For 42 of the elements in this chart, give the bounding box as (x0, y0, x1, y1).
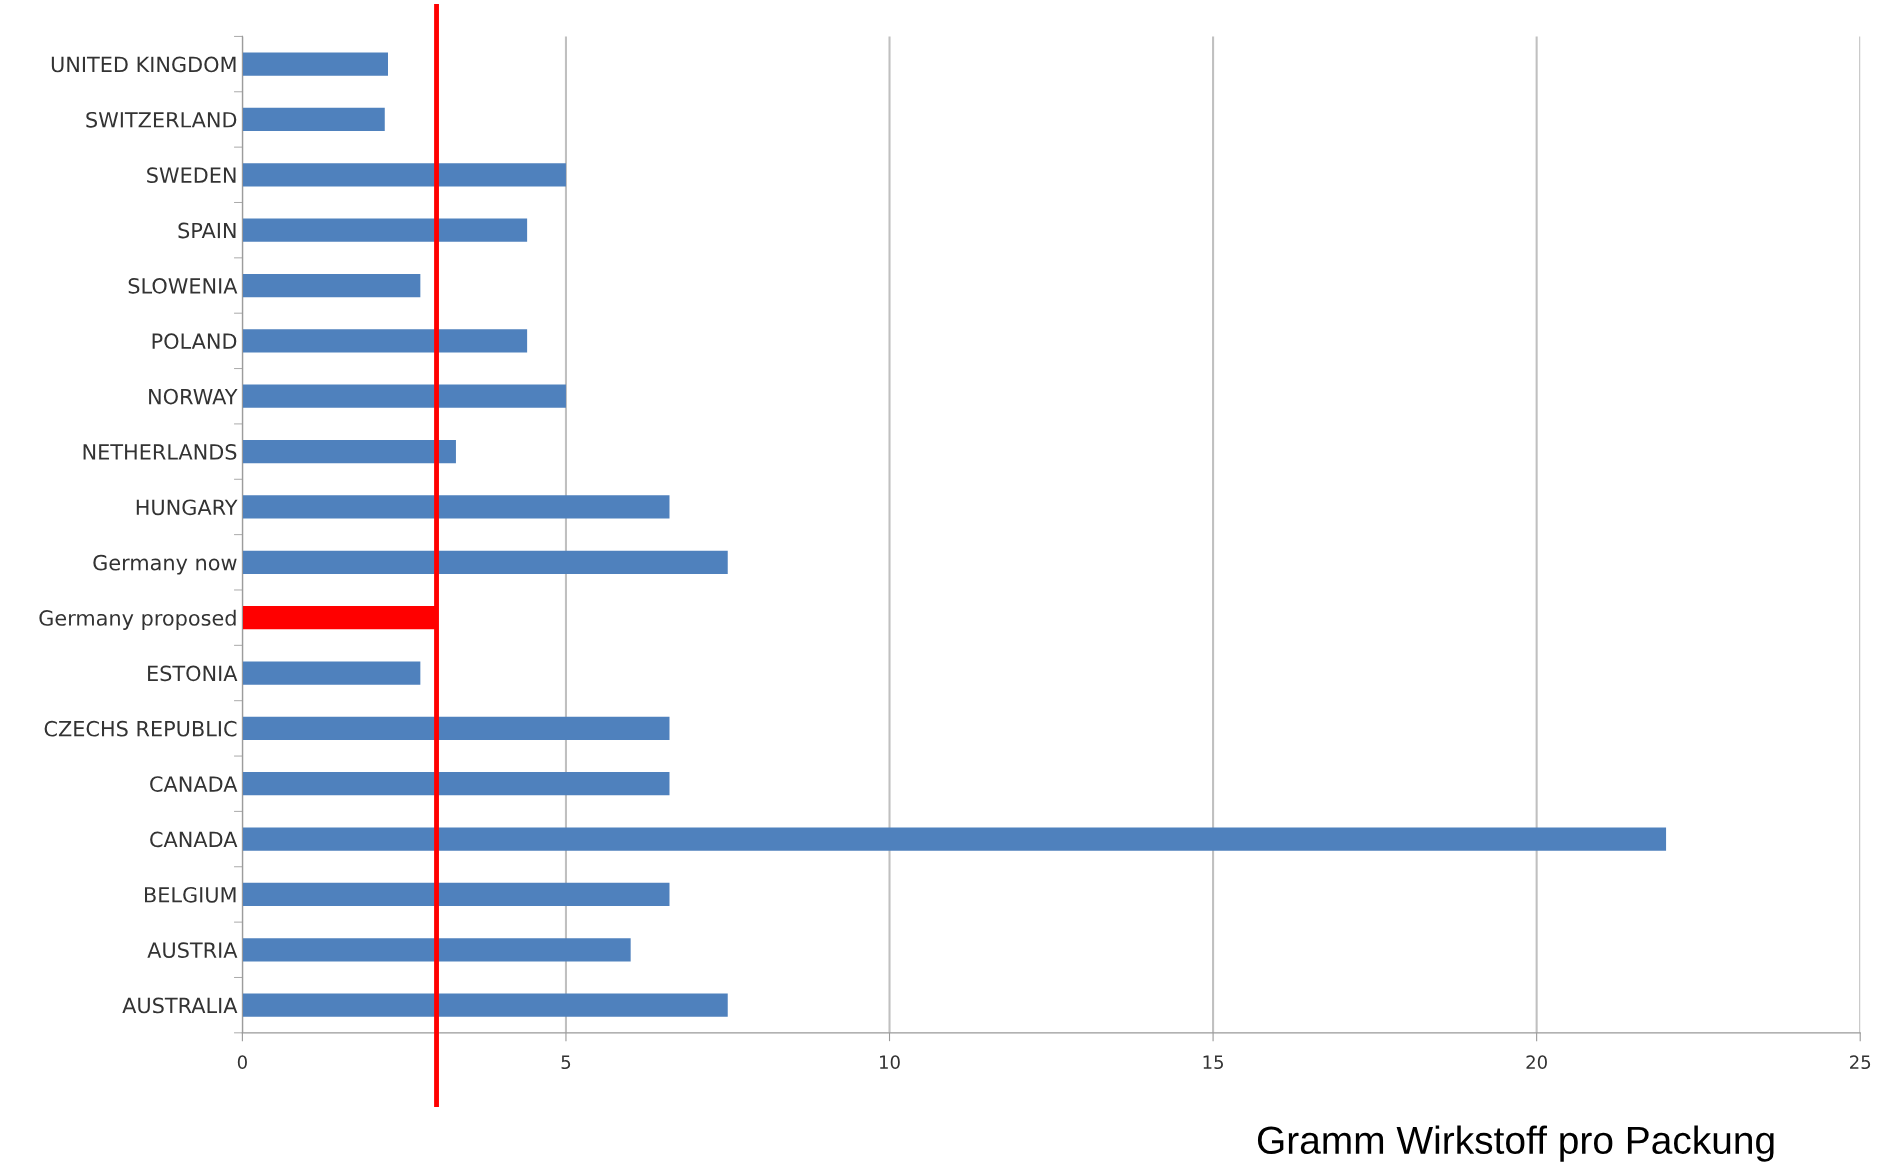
x-tick-label: 15 (1203, 1055, 1223, 1070)
y-tick-label: CANADA (150, 776, 238, 792)
x-tick-label: 0 (237, 1055, 247, 1070)
bar (242, 384, 566, 408)
bar (242, 329, 528, 353)
y-tick-label: POLAND (152, 333, 237, 350)
y-tick-label: AUSTRALIA (122, 997, 238, 1014)
bar (242, 716, 670, 740)
y-tick-label: ESTONIA (148, 665, 238, 682)
bar (242, 163, 566, 187)
y-tick-label: NORWAY (149, 388, 238, 405)
y-tick-label: UNITED KINGDOM (51, 56, 236, 73)
y-tick-label: SLOWENIA (128, 277, 238, 294)
y-tick-label: SPAIN (178, 222, 236, 239)
x-tick-label: 20 (1526, 1055, 1547, 1070)
y-tick-label: AUSTRIA (147, 942, 238, 958)
y-tick-label: Germany proposed (39, 609, 236, 630)
y-tick-label: SWITZERLAND (86, 111, 237, 128)
bar (242, 827, 1667, 851)
y-tick-label: HUNGARY (136, 499, 238, 516)
bar (242, 273, 421, 298)
bar (242, 938, 631, 962)
bar (242, 550, 728, 574)
bar (242, 107, 385, 132)
y-tick-label: CANADA (150, 831, 238, 848)
bar (242, 495, 670, 519)
bar (242, 772, 670, 796)
x-tick-label: 25 (1850, 1055, 1871, 1070)
y-tick-label: CZECHS REPUBLIC (44, 720, 237, 737)
y-tick-label: SWEDEN (147, 167, 236, 184)
y-tick-label: NETHERLANDS (83, 444, 237, 460)
bar (242, 52, 388, 76)
bar (242, 882, 670, 907)
x-axis-title: Gramm Wirkstoff pro Packung (1257, 1125, 1774, 1162)
y-tick-label: BELGIUM (145, 886, 236, 903)
x-tick-label: 10 (880, 1055, 900, 1070)
bar (242, 661, 421, 685)
bar (242, 993, 728, 1017)
y-tick-label: Germany now (93, 554, 237, 575)
bar (242, 439, 456, 464)
x-tick-label: 5 (561, 1055, 571, 1070)
bar (242, 218, 528, 242)
